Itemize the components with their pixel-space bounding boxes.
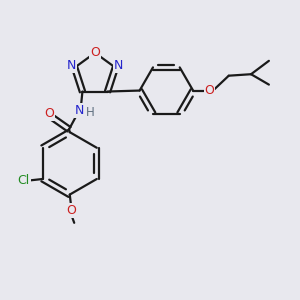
Text: N: N — [75, 104, 84, 117]
Text: O: O — [90, 46, 100, 59]
Text: O: O — [66, 204, 76, 218]
Text: N: N — [114, 59, 124, 72]
Text: Cl: Cl — [17, 174, 29, 187]
Text: H: H — [85, 106, 94, 119]
Text: O: O — [205, 84, 214, 97]
Text: O: O — [44, 107, 54, 120]
Text: N: N — [66, 59, 76, 72]
